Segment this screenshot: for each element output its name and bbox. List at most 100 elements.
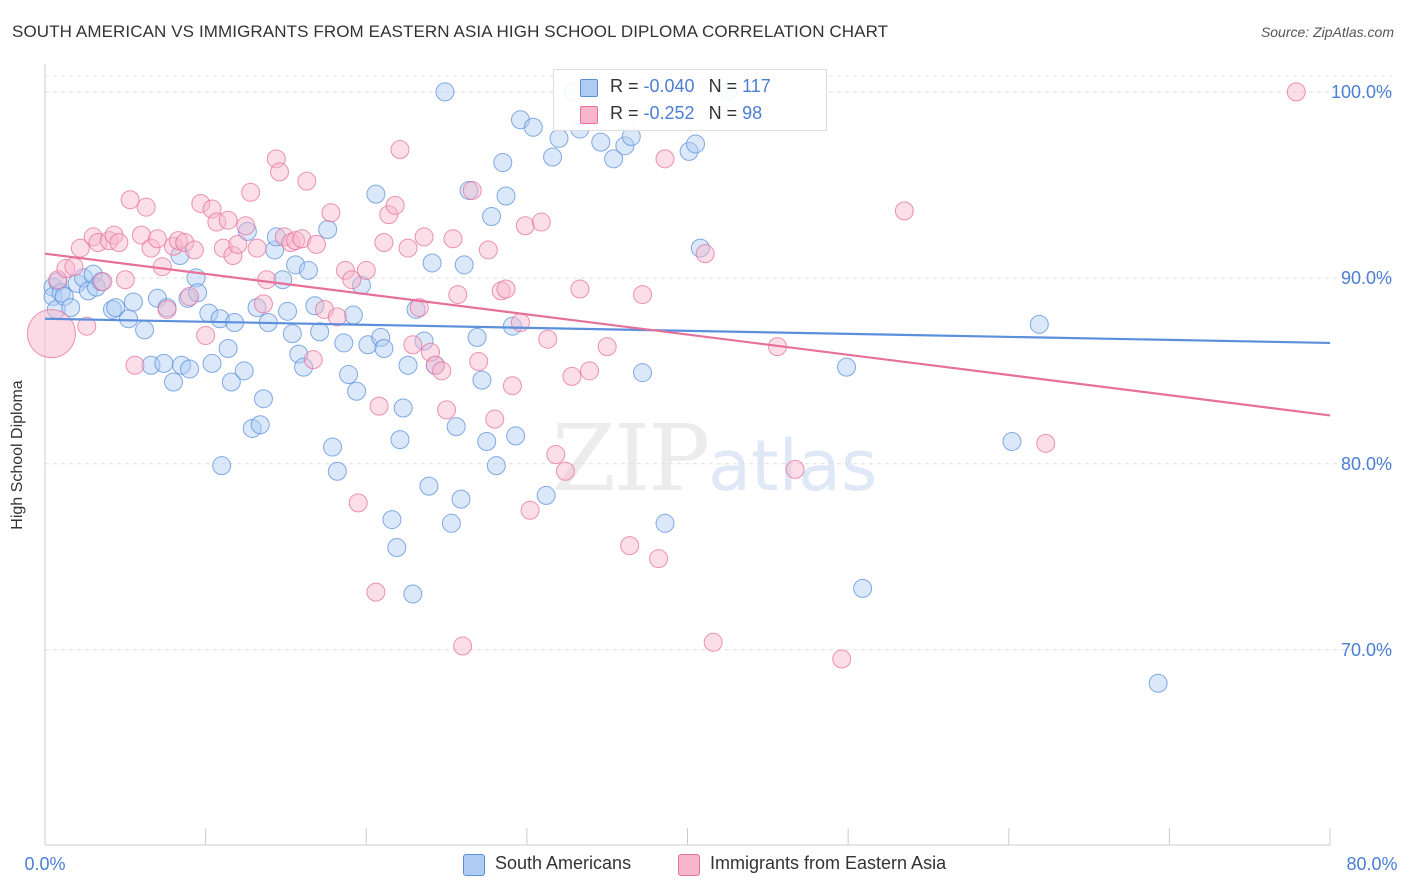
series-swatch-eastern-asia xyxy=(678,854,700,876)
south-americans-point xyxy=(266,227,286,247)
south-americans-point xyxy=(54,286,74,306)
eastern-asia-point xyxy=(196,325,216,345)
south-americans-point xyxy=(615,136,635,156)
south-americans-point xyxy=(234,361,254,381)
south-americans-point xyxy=(327,461,347,481)
south-americans-point xyxy=(123,292,143,312)
south-americans-point xyxy=(347,381,367,401)
eastern-asia-point xyxy=(385,195,405,215)
watermark: ZIPatlas xyxy=(552,405,877,512)
south-americans-point xyxy=(210,309,230,329)
south-americans-point xyxy=(334,333,354,353)
south-americans-point xyxy=(253,389,273,409)
eastern-asia-point xyxy=(180,286,200,306)
south-americans-point xyxy=(853,578,873,598)
eastern-asia-point xyxy=(342,270,362,290)
south-americans-point xyxy=(435,82,455,102)
south-americans-point xyxy=(273,270,293,290)
eastern-asia-point xyxy=(562,366,582,386)
eastern-asia-point xyxy=(147,229,167,249)
eastern-asia-point xyxy=(175,233,195,253)
south-americans-point xyxy=(686,134,706,154)
south-americans-point xyxy=(221,372,241,392)
south-americans-point xyxy=(247,298,267,318)
eastern-asia-point xyxy=(297,171,317,191)
eastern-asia-point xyxy=(462,180,482,200)
legend-n-value: 98 xyxy=(742,103,763,123)
eastern-asia-point xyxy=(894,201,914,221)
eastern-asia-point xyxy=(403,335,423,355)
south-americans-point xyxy=(343,305,363,325)
legend-r-label: R = xyxy=(610,76,639,96)
south-americans-point xyxy=(837,357,857,377)
south-americans-point xyxy=(323,437,343,457)
eastern-asia-point xyxy=(125,355,145,375)
south-americans-point xyxy=(61,298,81,318)
eastern-asia-point xyxy=(136,197,156,217)
eastern-asia-point xyxy=(236,216,256,236)
south-americans-point xyxy=(633,363,653,383)
eastern-asia-point xyxy=(247,238,267,258)
eastern-asia-point xyxy=(286,231,306,251)
south-americans-point xyxy=(390,430,410,450)
source-credit: Source: ZipAtlas.com xyxy=(1260,24,1394,40)
eastern-asia-point xyxy=(157,299,177,319)
y-tick-label: 100.0% xyxy=(1331,82,1392,102)
eastern-asia-point xyxy=(655,149,675,169)
eastern-asia-point xyxy=(785,459,805,479)
eastern-asia-point xyxy=(620,536,640,556)
eastern-asia-point xyxy=(409,298,429,318)
south-americans-point xyxy=(467,327,487,347)
eastern-asia-point xyxy=(303,350,323,370)
south-americans-point xyxy=(419,476,439,496)
eastern-asia-point xyxy=(253,294,273,314)
south-americans-point xyxy=(135,320,155,340)
south-americans-point xyxy=(486,456,506,476)
eastern-asia-point xyxy=(398,238,418,258)
eastern-asia-point xyxy=(64,257,84,277)
south-americans-point xyxy=(366,184,386,204)
stats-legend: R = -0.040 N = 117 R = -0.252 N = 98 xyxy=(553,69,827,131)
eastern-asia-point xyxy=(184,240,204,260)
eastern-asia-point xyxy=(1286,82,1306,102)
south-americans-point xyxy=(212,456,232,476)
x-tick-label: 80.0% xyxy=(1346,854,1397,874)
series-legend: South Americans Immigrants from Eastern … xyxy=(0,852,1406,878)
legend-r-label: R = xyxy=(610,103,639,123)
south-americans-point xyxy=(506,426,526,446)
eastern-asia-point xyxy=(437,400,457,420)
south-americans-point xyxy=(393,398,413,418)
south-americans-point xyxy=(422,253,442,273)
south-americans-point xyxy=(414,331,434,351)
eastern-asia-point xyxy=(580,361,600,381)
eastern-asia-point xyxy=(56,259,76,279)
legend-n-label: N = xyxy=(708,103,738,123)
south-americans-point xyxy=(202,353,222,373)
eastern-asia-point xyxy=(366,582,386,602)
eastern-asia-point xyxy=(168,231,188,251)
eastern-asia-point xyxy=(448,285,468,305)
south-americans-point xyxy=(250,415,270,435)
eastern-asia-point xyxy=(270,162,290,182)
eastern-asia-point xyxy=(546,445,566,464)
eastern-asia-point xyxy=(443,229,463,249)
south-americans-point xyxy=(477,431,497,451)
stats-legend-row-eastern-asia: R = -0.252 N = 98 xyxy=(554,101,826,127)
y-axis-label: High School Diploma xyxy=(9,380,26,530)
eastern-asia-point xyxy=(633,285,653,305)
eastern-asia-point xyxy=(469,352,489,372)
eastern-asia-point xyxy=(115,270,135,290)
south-americans-point xyxy=(454,255,474,275)
eastern-asia-point xyxy=(348,493,368,513)
south-americans-point xyxy=(679,141,699,161)
south-americans-point xyxy=(496,186,516,206)
south-americans-point xyxy=(310,322,330,342)
south-americans-point xyxy=(102,299,122,319)
stats-legend-row-south-americans: R = -0.040 N = 117 xyxy=(554,74,826,100)
eastern-asia-point xyxy=(93,272,113,292)
eastern-asia-point xyxy=(414,227,434,247)
south-americans-point xyxy=(472,370,492,390)
south-americans-point xyxy=(1148,673,1168,693)
eastern-asia-point xyxy=(520,500,540,520)
